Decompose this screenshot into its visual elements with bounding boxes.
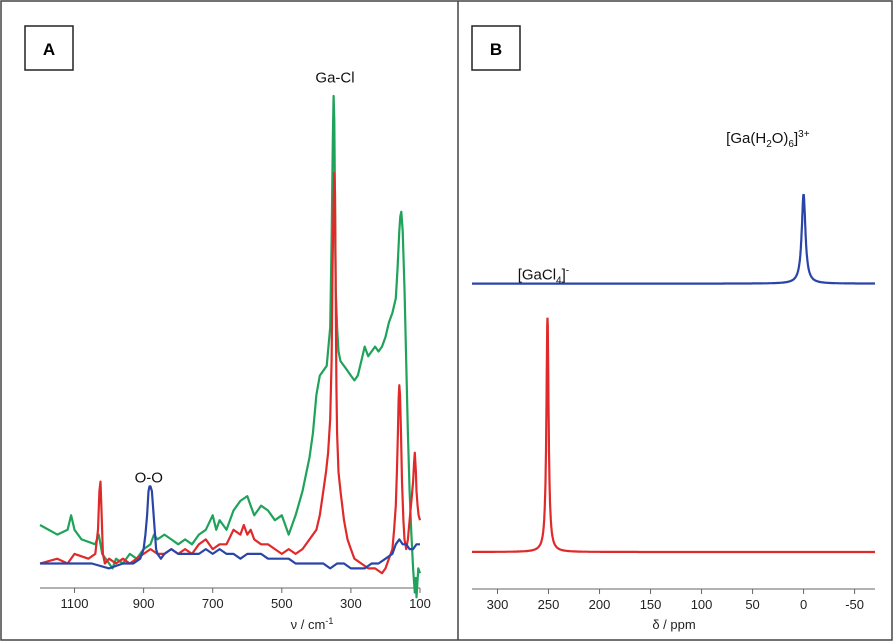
panel-a-label-box xyxy=(24,25,74,71)
panel-b-label: B xyxy=(490,40,502,59)
panel-a-tick-label: 900 xyxy=(133,596,155,611)
panel-b-tick-label: 150 xyxy=(640,597,662,612)
panel-b-tick-label: 250 xyxy=(538,597,560,612)
panel-a-label: A xyxy=(43,40,55,59)
panel-b-series xyxy=(472,193,875,554)
panel-a-x-ticks: 1100 900 700 500 300 100 xyxy=(61,588,431,611)
panel-a-tick-label: 300 xyxy=(340,596,362,611)
panel-b-x-ticks: 300 250 200 150 100 50 0 -50 xyxy=(487,589,864,612)
panel-b-annotations: [Ga(H2O)6]3+ [GaCl4]- xyxy=(518,129,810,286)
panel-b-x-axis-title: δ / ppm xyxy=(652,617,695,632)
panel-b: B 300 250 200 150 100 50 0 -50 [Ga(H2O)6]3+ [GaC… xyxy=(471,25,875,632)
panel-b-tick-label: 200 xyxy=(589,597,611,612)
panel-b-tick-label: -50 xyxy=(845,597,864,612)
panel-a-tick-label: 100 xyxy=(409,596,431,611)
panel-a-series xyxy=(39,94,422,599)
panel-a-annotations: Ga-Cl O-O xyxy=(135,69,355,486)
panel-a-tick-label: 500 xyxy=(271,596,293,611)
panel-b-blue-series-line xyxy=(472,193,875,285)
panel-a-x-axis-title: ν / cm-1 xyxy=(291,616,334,632)
panel-b-tick-label: 300 xyxy=(487,597,509,612)
panel-a-green-series-line xyxy=(39,94,422,599)
panel-b-red-series-line xyxy=(472,317,875,554)
panel-b-tick-label: 50 xyxy=(745,597,759,612)
panel-a-tick-label: 700 xyxy=(202,596,224,611)
panel-a-ga-cl-label: Ga-Cl xyxy=(315,69,354,86)
panel-a: A 1100 900 700 500 300 100 Ga-Cl O-O ν / cm-1 xyxy=(24,25,431,632)
panel-a-tick-label: 1100 xyxy=(61,596,89,611)
panel-b-gacl4-label: [GaCl4]- xyxy=(518,265,569,286)
panel-a-red-series-line xyxy=(39,172,422,575)
panel-b-label-box xyxy=(471,25,521,71)
panel-b-tick-label: 100 xyxy=(691,597,713,612)
panel-a-blue-series-line xyxy=(40,485,420,570)
panel-b-ga-h2o6-label: [Ga(H2O)6]3+ xyxy=(726,129,810,150)
panel-b-tick-label: 0 xyxy=(800,597,807,612)
panel-a-o-o-label: O-O xyxy=(135,469,163,486)
